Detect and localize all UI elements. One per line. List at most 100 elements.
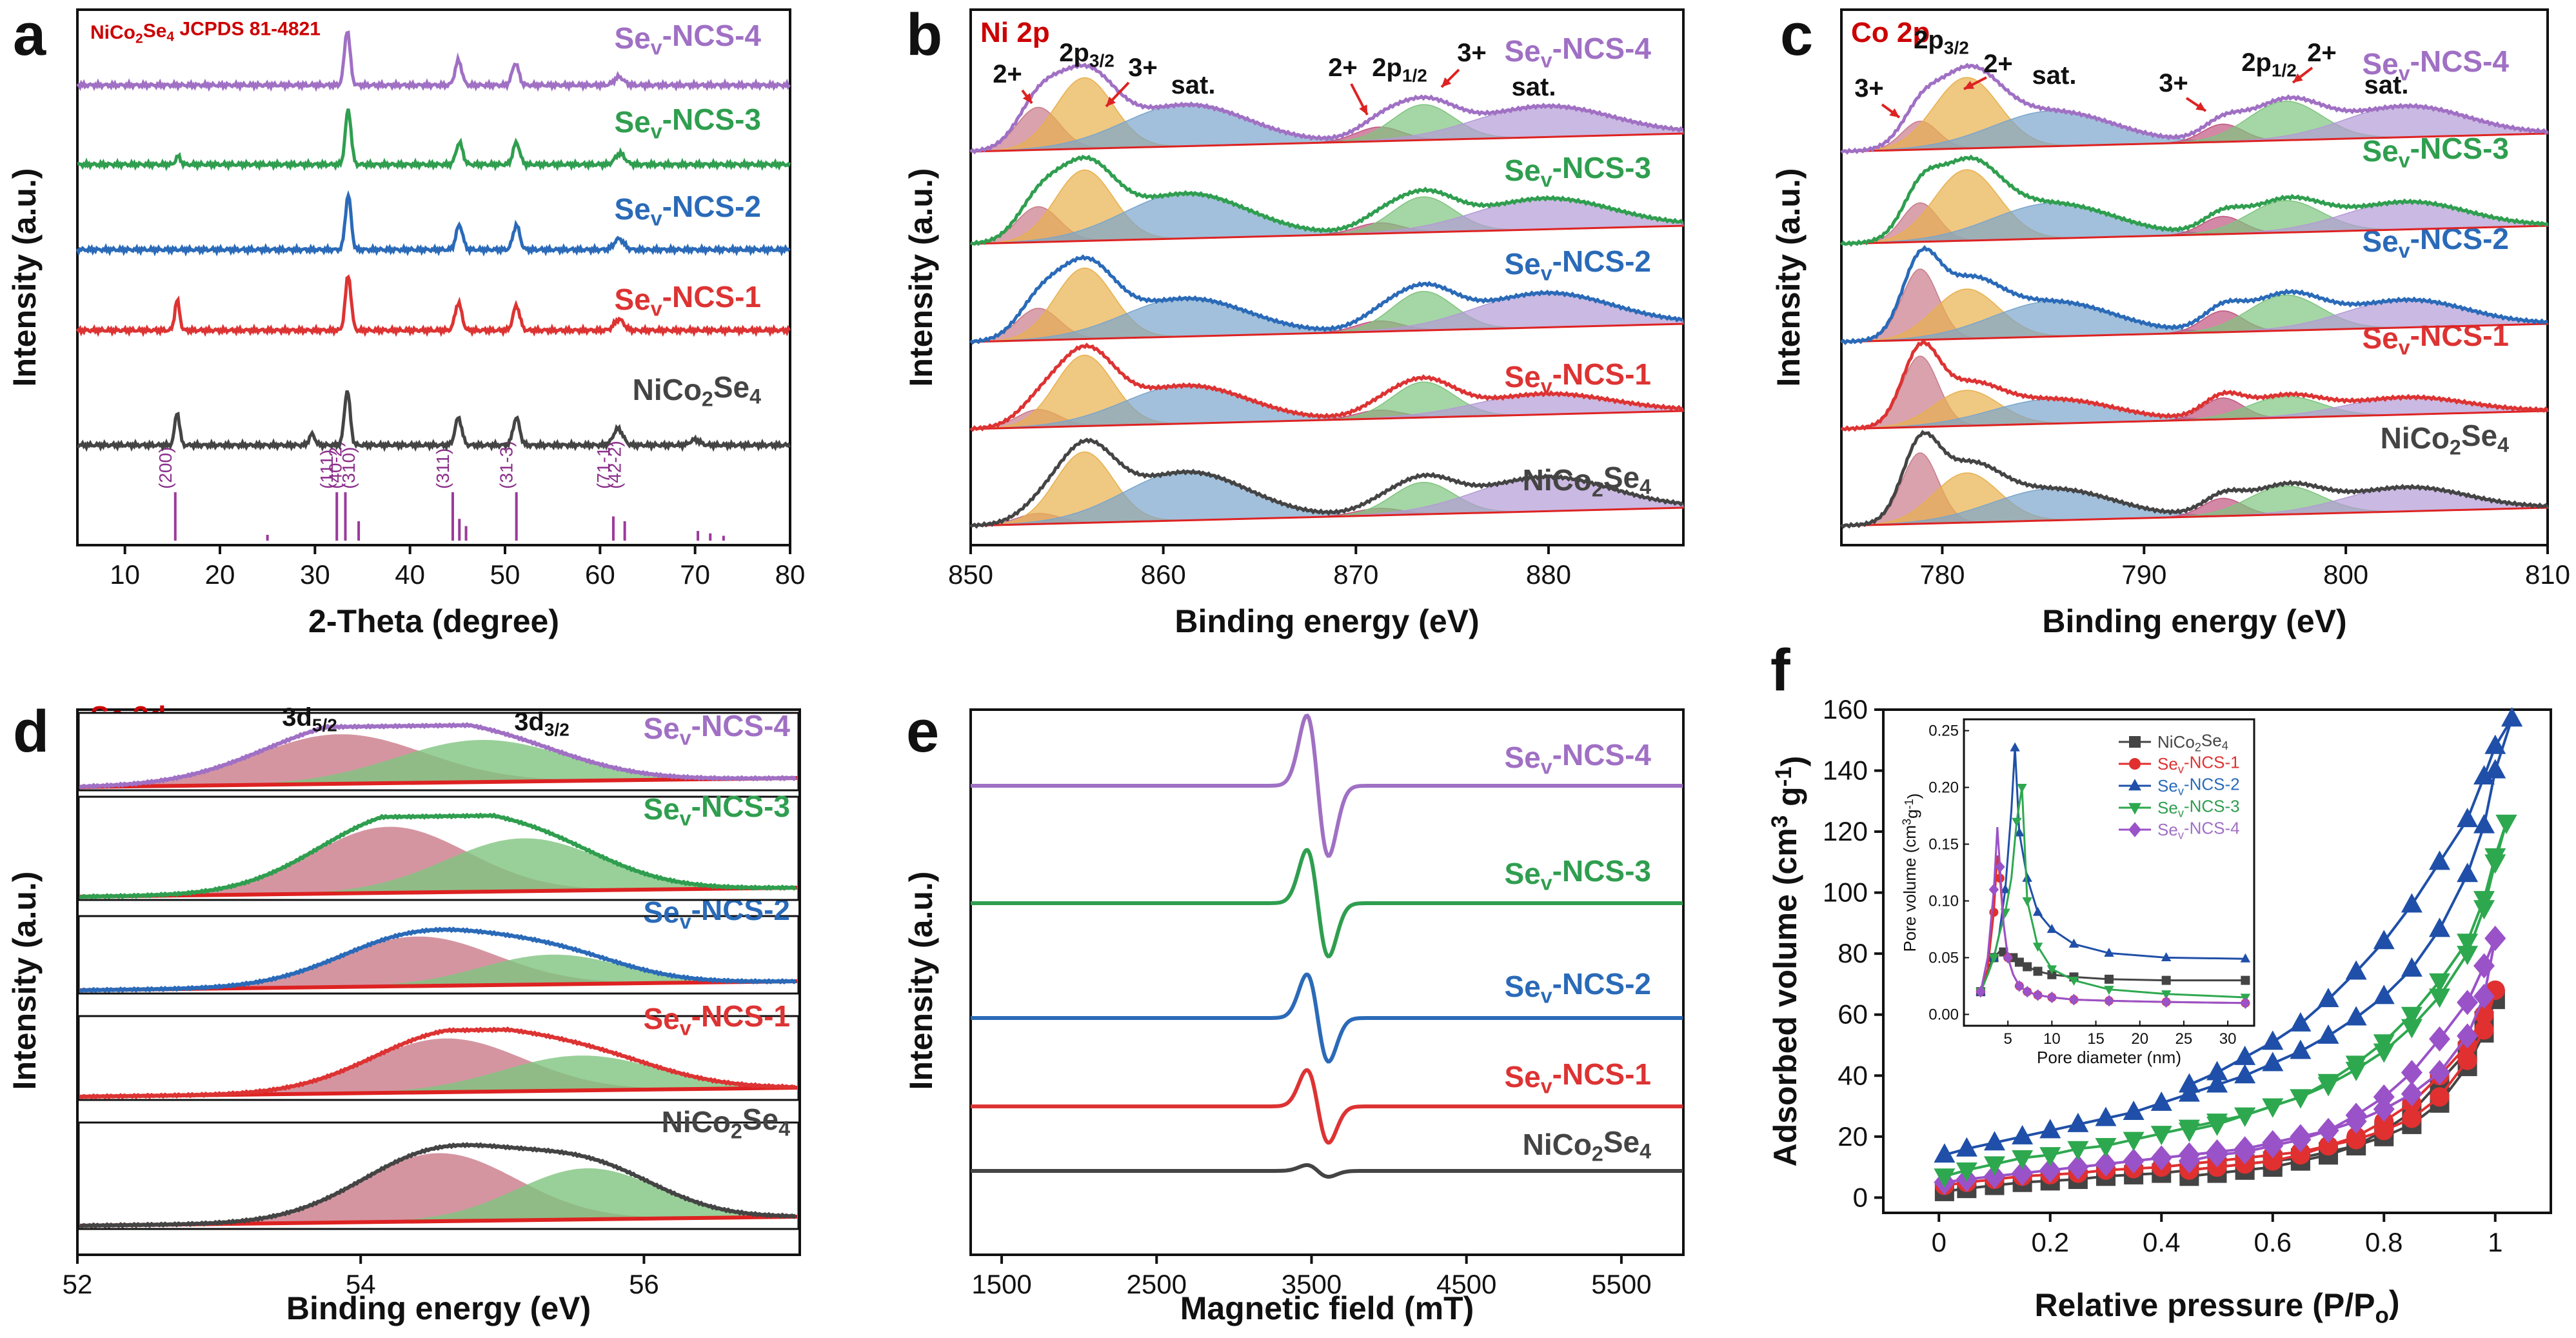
panel-e-x-tick-label: 4500: [1436, 1269, 1496, 1299]
panel-f-point: [2263, 1151, 2283, 1171]
panel-f-inset-point: [2104, 995, 2114, 1007]
panel-f-legend-marker: [2129, 736, 2141, 748]
panel-f-inset-point: [2032, 906, 2043, 916]
panel-c-series-label: NiCo2Se4: [2381, 419, 2510, 459]
panel-f-point: [2178, 1073, 2200, 1093]
panel-f-inset-point: [2104, 986, 2114, 995]
panel-f-point: [2373, 984, 2395, 1004]
panel-f-inset-point: [2240, 997, 2251, 1009]
panel-e-x-tick-label: 2500: [1127, 1269, 1187, 1299]
panel-c-envelope: [1840, 63, 2549, 155]
panel-c-annotation: 2+: [1983, 50, 2013, 78]
panel-a-series-line: [75, 190, 791, 257]
panel-a-series-label: NiCo2Se4: [633, 370, 762, 411]
panel-f-y-tick-label: 40: [1838, 1060, 1868, 1090]
panel-d-annotation: 3d5/2: [282, 703, 337, 735]
panel-f-inset-x-tick-label: 20: [2131, 1030, 2148, 1048]
panel-a-series-label: Sev-NCS-4: [614, 19, 761, 59]
panel-f-point: [2429, 917, 2450, 937]
panel-e-x-title: Magnetic field (mT): [1180, 1290, 1474, 1326]
panel-f-point: [2317, 988, 2339, 1008]
panel-f-point: [2345, 960, 2367, 980]
panel-f-inset-point: [2014, 980, 2025, 992]
panel-f-point: [2345, 1006, 2367, 1026]
panel-c-x-tick-label: 780: [1919, 559, 1965, 590]
panel-d-baseline: [79, 886, 798, 899]
panel-a-frame: [76, 8, 791, 546]
panel-f-inset-point: [2032, 989, 2043, 1001]
panel-c-annotation: sat.: [2032, 61, 2077, 90]
panel-f-point: [2067, 1112, 2089, 1132]
panel-f-y-tick-label: 120: [1823, 816, 1868, 846]
panel-c-series-label: Sev-NCS-4: [2362, 45, 2509, 85]
panel-a-letter: a: [13, 2, 46, 68]
panel-f-inset-y-tick-label: 0.25: [1928, 723, 1959, 740]
panel-b-annotation: 2p1/2: [1372, 54, 1427, 85]
panel-b-annotation: 3+: [1457, 39, 1487, 67]
panel-d-fit-component: [80, 954, 797, 990]
panel-f-inset-x-title: Pore diameter (nm): [2037, 1048, 2181, 1067]
panel-e-series-label: NiCo2Se4: [1523, 1125, 1652, 1166]
panel-d-fit-component: [80, 1168, 797, 1226]
panel-f-point: [2457, 808, 2479, 828]
panel-f-point: [1984, 1156, 2005, 1176]
panel-e-series-label: Sev-NCS-2: [1504, 967, 1651, 1008]
panel-f-point: [2262, 1052, 2284, 1072]
panel-f-inset-point: [2068, 977, 2079, 986]
panel-b-annotation: 2p3/2: [1059, 39, 1115, 70]
panel-f-point: [2401, 1081, 2422, 1107]
panel-f-inset-x-tick-label: 5: [2004, 1030, 2012, 1048]
panel-d-x-tick-label: 56: [629, 1269, 659, 1299]
panel-a-series-label: Sev-NCS-3: [614, 103, 761, 143]
panel-a-y-title: Intensity (a.u.): [6, 168, 43, 387]
panel-c-annotation: 2+: [2307, 39, 2337, 67]
panel-d-fit-component: [80, 739, 797, 787]
panel-a-hkl-label: (42-2): [605, 441, 625, 489]
panel-e-series-line: [971, 1163, 1683, 1179]
panel-f-point: [2473, 765, 2495, 784]
panel-f-point: [2290, 1127, 2312, 1153]
panel-f-x-title: Relative pressure (P/Po): [2034, 1284, 2399, 1328]
panel-f-inset-point: [2003, 952, 2013, 964]
panel-f-point: [2067, 1141, 2089, 1161]
panel-f-inset-point: [2240, 953, 2251, 963]
panel-f-point: [2473, 953, 2495, 979]
panel-d-letter: d: [13, 699, 49, 764]
panel-f-inset-point: [2014, 957, 2024, 967]
panel-f-inset-line: [1979, 827, 2246, 1004]
panel-f-point: [2501, 707, 2523, 727]
panel-f-point: [2012, 1161, 2034, 1186]
panel-f-point: [2319, 1136, 2338, 1155]
panel-a-series-line: [77, 390, 791, 452]
panel-f-inset-point: [2161, 975, 2171, 985]
panel-f-point: [2429, 850, 2450, 870]
panel-f-inset-x-tick-label: 25: [2175, 1030, 2193, 1048]
panel-c-annotation: 3+: [2159, 69, 2188, 97]
panel-f-y-title: Adsorbed volume (cm3 g-1): [1767, 756, 1811, 1167]
panel-f-point: [2150, 1145, 2172, 1171]
panel-f-inset-point: [1988, 883, 1999, 895]
panel-f-inset-point: [2104, 948, 2114, 957]
panel-f-inset-y-title: Pore volume (cm3g-1): [1900, 794, 1923, 952]
panel-f-point: [2401, 1060, 2422, 1086]
panel-e-x-tick-label: 3500: [1282, 1269, 1342, 1299]
panel-a-x-tick-label: 80: [775, 559, 806, 590]
panel-f-point: [2178, 1123, 2200, 1143]
panel-f-x-tick-label: 1: [2488, 1227, 2502, 1257]
panel-f-legend-marker: [2129, 758, 2141, 770]
panel-b-annotation: sat.: [1512, 73, 1556, 101]
panel-f-point: [2290, 1012, 2312, 1032]
panel-f-inset-point: [2047, 970, 2057, 979]
panel-c-envelope: [1840, 154, 2549, 247]
panel-a-hkl-label: (111): [317, 450, 337, 489]
panel-f-x-tick-label: 0.4: [2143, 1227, 2180, 1257]
panel-f-point: [2095, 1106, 2117, 1126]
panel-d-envelope: [79, 926, 797, 994]
panel-e-letter: e: [906, 699, 939, 764]
panel-f-point: [2474, 1020, 2494, 1040]
panel-f-x-tick-label: 0.8: [2365, 1227, 2403, 1257]
panel-f-point: [2457, 990, 2479, 1015]
panel-b-x-title: Binding energy (eV): [1174, 603, 1479, 639]
panel-e-x-tick-label: 5500: [1591, 1269, 1651, 1299]
